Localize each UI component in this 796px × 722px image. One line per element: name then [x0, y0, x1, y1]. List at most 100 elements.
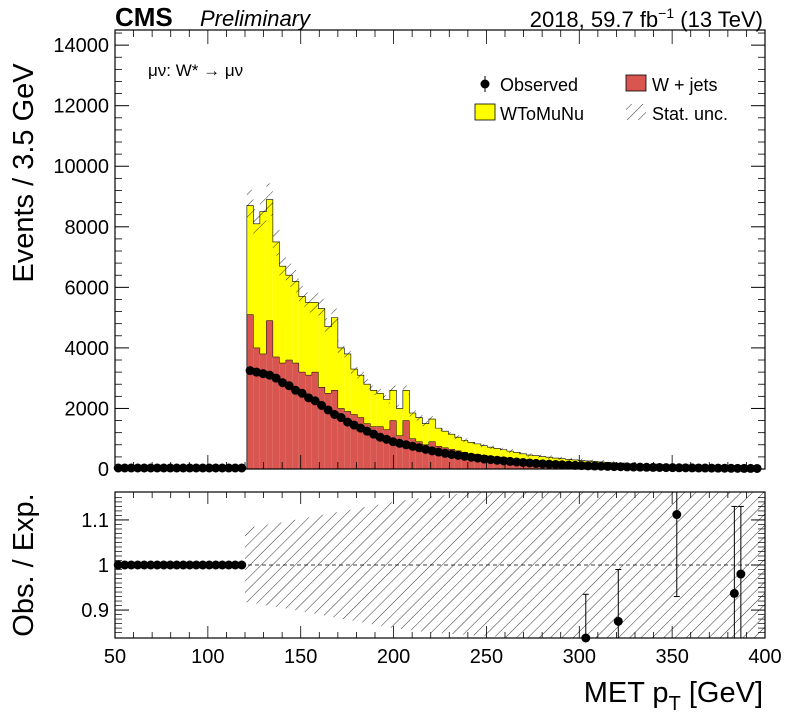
wtomunu-bar: [370, 390, 377, 427]
stat-unc-bin: [259, 196, 267, 228]
observed-point: [297, 388, 307, 398]
wtomunu-bar: [272, 241, 280, 357]
wjets-bar: [344, 411, 351, 469]
wtomunu-bar: [415, 417, 423, 442]
wtomunu-bar: [545, 457, 553, 462]
stat-unc-bin: [376, 388, 384, 398]
legend-wjets: W + jets: [625, 74, 718, 95]
wtomunu-bar: [519, 453, 527, 460]
observed-point: [570, 460, 580, 470]
observed-point: [544, 459, 554, 469]
stacked-histograms: [246, 199, 761, 469]
wtomunu-bar: [357, 375, 364, 418]
observed-point: [317, 400, 327, 410]
stat-unc-bin: [370, 385, 377, 396]
wtomunu-bar: [396, 408, 403, 436]
stat-unc-bin: [415, 414, 423, 421]
observed-point: [687, 463, 697, 473]
wtomunu-bar: [487, 447, 494, 457]
stat-unc-bin: [513, 450, 520, 455]
observed-point: [217, 463, 227, 473]
ratio-point: [146, 560, 156, 570]
stat-unc-bin: [337, 340, 345, 356]
svg-text:Stat. unc.: Stat. unc.: [652, 104, 728, 124]
stat-unc-bin: [487, 445, 494, 450]
wtomunu-bar: [422, 423, 429, 445]
stat-unc-bin: [363, 379, 371, 390]
observed-point: [159, 463, 169, 473]
y-tick-label: 14000: [53, 35, 109, 57]
wjets-bar: [246, 314, 254, 469]
stat-unc-bin: [402, 385, 410, 396]
stat-unc-bin: [532, 453, 540, 458]
observed-point: [700, 463, 710, 473]
wtomunu-bar: [279, 266, 286, 364]
wtomunu-bar: [500, 449, 507, 458]
stat-unc-bin: [331, 308, 338, 327]
ratio-point: [198, 560, 208, 570]
wtomunu-bar: [389, 390, 397, 421]
wtomunu-bar: [324, 326, 332, 394]
main-frame: [114, 29, 766, 470]
ratio-stat-band: [245, 492, 765, 638]
stat-unc-bin: [506, 449, 514, 453]
observed-point: [139, 463, 149, 473]
ratio-point: [133, 560, 143, 570]
channel-annotation: μν: W* → μν: [148, 61, 243, 80]
ratio-point: [178, 560, 188, 570]
stat-unc-bin: [357, 369, 364, 381]
observed-point: [668, 463, 678, 473]
observed-point: [237, 463, 247, 473]
wjets-bar: [350, 414, 358, 469]
observed-point: [694, 463, 704, 473]
wjets-bar: [337, 408, 345, 469]
observed-point: [198, 463, 208, 473]
wjets-bar: [441, 447, 449, 469]
stat-unc-bin: [526, 453, 533, 457]
x-tick-label: 150: [284, 646, 317, 668]
stat-unc-bin: [467, 440, 475, 445]
wjets-bar: [422, 444, 429, 469]
preliminary-label: Preliminary: [200, 6, 312, 31]
wtomunu-bar: [350, 369, 358, 415]
wtomunu-bar: [305, 302, 312, 376]
y-axis-label: Events / 3.5 GeV: [8, 63, 40, 283]
stat-unc-bin: [409, 409, 416, 417]
ratio-point: [172, 560, 182, 570]
main-axes: 0 2000 4000 6000 8000 10000 12000 14000: [53, 30, 766, 481]
stat-unc-bin: [519, 452, 527, 456]
observed-point: [726, 463, 736, 473]
wtomunu-bar: [337, 347, 345, 409]
wtomunu-bar: [526, 455, 533, 461]
observed-point: [564, 460, 574, 470]
observed-point: [185, 463, 195, 473]
wtomunu-bar: [311, 302, 319, 373]
ratio-point: [185, 560, 195, 570]
wjets-bar: [259, 353, 267, 469]
wjets-bar: [311, 372, 319, 469]
stat-unc-bin: [565, 457, 572, 462]
observed-point: [557, 460, 567, 470]
stat-unc-bin: [279, 253, 286, 279]
wjets-bar: [428, 441, 436, 469]
ratio-y-tick-label: 0.9: [81, 600, 109, 622]
y-tick-label: 2000: [65, 398, 110, 420]
wtomunu-bar: [493, 448, 501, 457]
x-axis-label: MET pT [GeV]: [584, 677, 763, 715]
wtomunu-bar: [253, 223, 260, 348]
wtomunu-bar: [539, 456, 546, 462]
x-tick-label: 200: [377, 646, 410, 668]
y-tick-label: 4000: [65, 338, 110, 360]
wjets-bar: [448, 449, 455, 469]
wjets-bar: [331, 390, 338, 469]
ratio-point: [230, 560, 240, 570]
observed-point: [113, 463, 123, 473]
ratio-point: [211, 560, 221, 570]
wjets-bar: [409, 438, 416, 469]
ratio-point: [672, 510, 682, 520]
stat-unc-bin: [584, 459, 592, 463]
wjets-bar: [376, 426, 384, 469]
observed-point: [661, 463, 671, 473]
wtomunu-bar: [344, 353, 351, 412]
